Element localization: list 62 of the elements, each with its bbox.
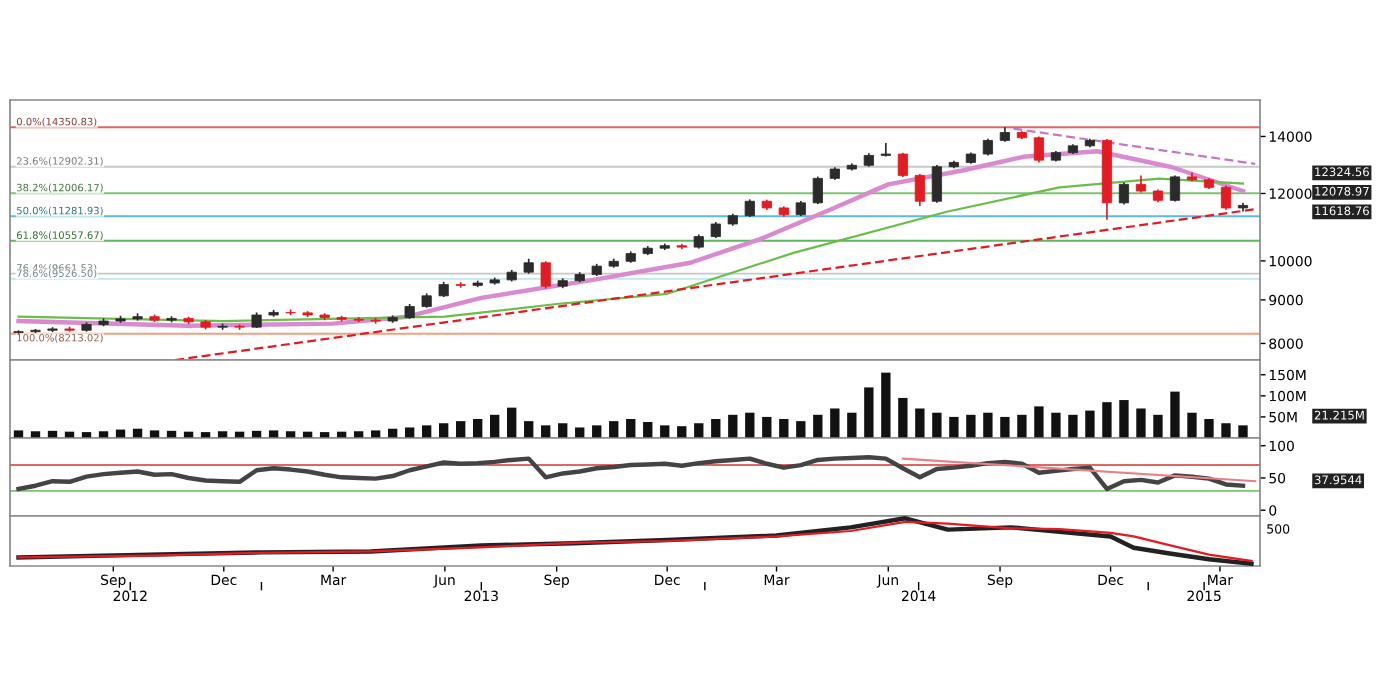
candlestick bbox=[880, 142, 891, 158]
bar bbox=[1017, 414, 1027, 438]
bar bbox=[558, 423, 568, 438]
bar bbox=[1204, 419, 1214, 438]
bar bbox=[439, 423, 449, 438]
bar bbox=[1136, 408, 1146, 438]
bar bbox=[421, 425, 432, 438]
candlestick bbox=[931, 164, 942, 204]
bar bbox=[456, 421, 466, 438]
bar bbox=[796, 421, 806, 438]
bar bbox=[1034, 406, 1044, 438]
bar bbox=[1000, 416, 1010, 438]
bar bbox=[1102, 402, 1112, 438]
bar bbox=[711, 419, 721, 438]
bar bbox=[404, 427, 415, 438]
line-series bbox=[16, 455, 1246, 492]
bar bbox=[1170, 391, 1180, 438]
line-series bbox=[17, 177, 1245, 323]
bar bbox=[1187, 412, 1197, 438]
bar bbox=[660, 425, 670, 438]
bar bbox=[915, 408, 925, 438]
bar bbox=[898, 397, 908, 438]
bar bbox=[762, 416, 772, 438]
bar bbox=[575, 427, 585, 438]
bar bbox=[949, 416, 959, 438]
bar bbox=[1153, 414, 1163, 438]
bar bbox=[1221, 423, 1231, 438]
bar bbox=[592, 425, 602, 438]
bar bbox=[864, 387, 874, 438]
bar bbox=[813, 414, 823, 438]
bar bbox=[677, 426, 687, 438]
bar bbox=[694, 423, 704, 438]
bar bbox=[745, 412, 755, 438]
bar bbox=[728, 414, 738, 438]
bar bbox=[1119, 400, 1129, 438]
bar bbox=[524, 421, 534, 438]
bar bbox=[830, 408, 840, 438]
candlestick bbox=[914, 173, 925, 207]
bar bbox=[626, 419, 636, 438]
line-series bbox=[16, 149, 1246, 329]
candlestick bbox=[812, 175, 823, 205]
bar bbox=[541, 425, 551, 438]
bar bbox=[1238, 425, 1248, 438]
bar bbox=[966, 414, 976, 438]
bar bbox=[932, 412, 942, 438]
candlestick bbox=[897, 151, 908, 178]
bar bbox=[643, 421, 653, 438]
bar bbox=[473, 419, 483, 438]
bar bbox=[609, 421, 619, 438]
bar bbox=[881, 372, 891, 438]
bar bbox=[983, 412, 993, 438]
bar bbox=[507, 407, 517, 438]
candlestick bbox=[1118, 181, 1130, 206]
bar bbox=[1068, 414, 1078, 438]
bar bbox=[1085, 410, 1095, 438]
bar bbox=[490, 414, 500, 438]
bar bbox=[1051, 412, 1061, 438]
bar bbox=[779, 419, 789, 438]
candlestick bbox=[540, 260, 551, 290]
bar bbox=[847, 412, 857, 438]
candlestick bbox=[1169, 174, 1181, 203]
candlestick bbox=[1033, 135, 1045, 164]
